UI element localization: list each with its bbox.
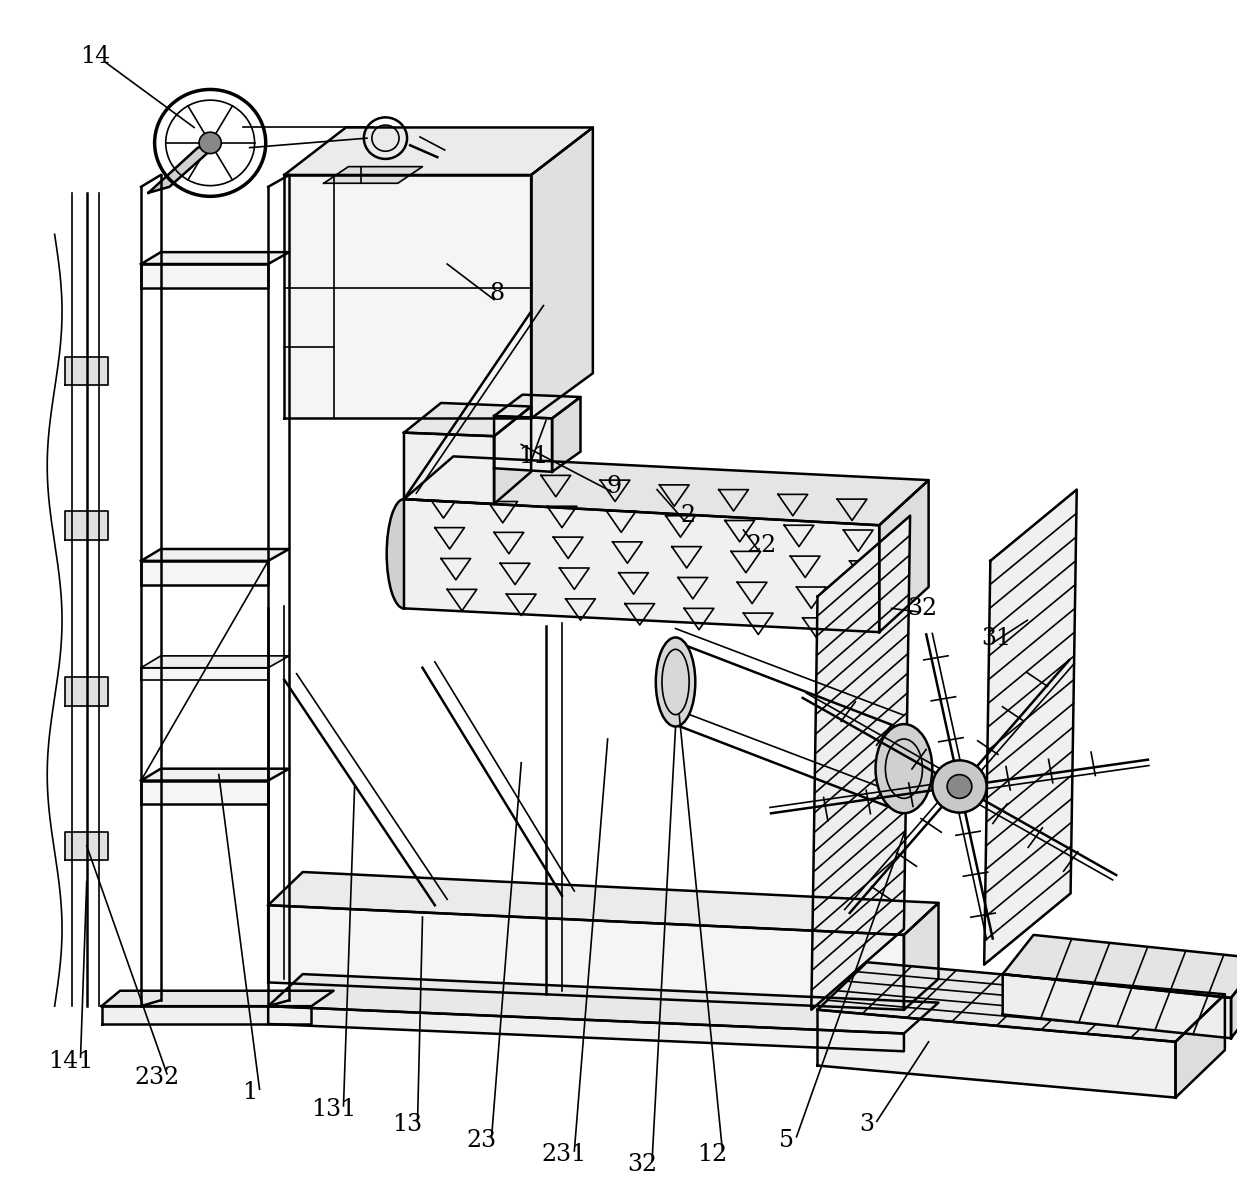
Polygon shape xyxy=(284,175,531,419)
Polygon shape xyxy=(1003,975,1231,1038)
Polygon shape xyxy=(324,167,423,184)
Text: 2: 2 xyxy=(681,505,696,527)
Text: 22: 22 xyxy=(746,534,777,557)
Ellipse shape xyxy=(387,499,422,608)
Polygon shape xyxy=(1231,959,1240,1038)
Polygon shape xyxy=(494,407,531,503)
Polygon shape xyxy=(141,768,289,780)
Polygon shape xyxy=(494,416,552,471)
Polygon shape xyxy=(64,511,108,539)
Polygon shape xyxy=(904,903,939,1009)
Polygon shape xyxy=(64,357,108,385)
Polygon shape xyxy=(817,963,1225,1041)
Polygon shape xyxy=(268,905,904,1009)
Ellipse shape xyxy=(200,132,221,154)
Text: 23: 23 xyxy=(466,1129,497,1152)
Polygon shape xyxy=(552,397,580,471)
Polygon shape xyxy=(404,499,879,632)
Text: 12: 12 xyxy=(697,1143,728,1166)
Text: 32: 32 xyxy=(908,596,937,620)
Polygon shape xyxy=(141,252,289,264)
Polygon shape xyxy=(531,128,593,419)
Polygon shape xyxy=(1003,935,1240,997)
Ellipse shape xyxy=(656,637,696,727)
Text: 141: 141 xyxy=(48,1051,93,1074)
Text: 8: 8 xyxy=(489,283,505,305)
Text: 9: 9 xyxy=(606,475,621,497)
Text: 3: 3 xyxy=(859,1113,874,1137)
Text: 11: 11 xyxy=(518,445,549,468)
Polygon shape xyxy=(404,403,531,437)
Ellipse shape xyxy=(875,724,932,814)
Polygon shape xyxy=(102,990,334,1006)
Polygon shape xyxy=(268,975,939,1033)
Polygon shape xyxy=(404,433,494,503)
Text: 232: 232 xyxy=(134,1065,180,1089)
Circle shape xyxy=(932,760,987,812)
Text: 13: 13 xyxy=(393,1113,423,1137)
Text: 14: 14 xyxy=(81,44,110,68)
Polygon shape xyxy=(879,480,929,632)
Text: 1: 1 xyxy=(242,1081,257,1105)
Polygon shape xyxy=(141,561,268,585)
Polygon shape xyxy=(64,832,108,860)
Text: 31: 31 xyxy=(981,626,1012,649)
Polygon shape xyxy=(985,489,1076,965)
Polygon shape xyxy=(141,668,268,680)
Text: 32: 32 xyxy=(627,1152,657,1175)
Polygon shape xyxy=(141,656,289,668)
Polygon shape xyxy=(404,457,929,525)
Text: 231: 231 xyxy=(542,1143,587,1166)
Polygon shape xyxy=(811,515,910,1009)
Polygon shape xyxy=(284,128,593,175)
Circle shape xyxy=(947,774,972,798)
Polygon shape xyxy=(268,872,939,935)
Polygon shape xyxy=(141,549,289,561)
Polygon shape xyxy=(494,395,580,419)
Polygon shape xyxy=(64,678,108,706)
Polygon shape xyxy=(102,1006,311,1024)
Polygon shape xyxy=(141,264,268,288)
Polygon shape xyxy=(1176,994,1225,1098)
Polygon shape xyxy=(149,143,218,193)
Text: 5: 5 xyxy=(779,1129,794,1152)
Polygon shape xyxy=(268,1006,904,1051)
Polygon shape xyxy=(141,780,268,804)
Polygon shape xyxy=(817,1009,1176,1098)
Text: 131: 131 xyxy=(311,1098,356,1121)
